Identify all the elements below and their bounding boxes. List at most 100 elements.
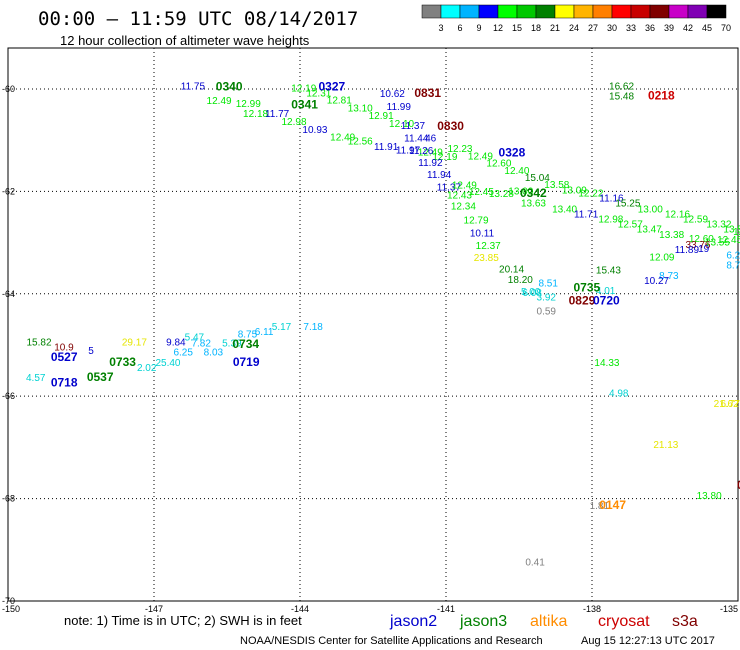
wave-height-value: 12.16 [665,209,690,220]
wave-height-value: 6.77 [720,399,740,410]
y-axis-ticks: -60 -62 -64 -66 -68 -70 [2,84,15,606]
timestamp: Aug 15 12:27:13 UTC 2017 [581,635,715,647]
colorbar-swatch [611,4,632,19]
wave-height-value: 11.77 [265,109,290,120]
wave-height-value: 12.31 [306,89,331,100]
colorbar-label: 24 [569,23,579,33]
wave-height-value: 13.00 [508,186,533,197]
satellite-legend-item: jason3 [459,613,507,630]
wave-height-value: 15.43 [596,266,621,277]
colorbar-swatch [421,4,442,19]
pass-time-label: 0831 [414,86,441,100]
wave-height-value: 12.60 [689,234,714,245]
satellite-legend-item: altika [530,613,567,630]
colorbar-label: 3 [438,23,443,33]
satellite-legend-item: cryosat [598,613,650,630]
colorbar-label: 21 [550,23,560,33]
pass-time-label: 0720 [593,293,620,307]
colorbar-label: 9 [476,23,481,33]
colorbar-label: 6 [457,23,462,33]
colorbar-swatch [459,4,480,19]
wave-height-value: 11.97 [396,145,421,156]
wave-height-value: 12.99 [236,99,261,110]
wave-height-value: 11.71 [574,209,599,220]
wave-height-value: 12.79 [464,216,489,227]
colorbar-swatch [668,4,689,19]
wave-height-value: 16.62 [609,81,634,92]
x-tick-label: -138 [583,604,601,614]
colorbar-swatch [516,4,537,19]
credit-line: NOAA/NESDIS Center for Satellite Applica… [240,635,543,647]
wave-height-value: 12.19 [432,152,457,163]
wave-height-value: 11.92 [418,158,443,169]
wave-height-value: 9.84 [166,337,186,348]
wave-height-value: 13.40 [552,204,577,215]
colorbar-label: 70 [721,23,731,33]
colorbar-label: 45 [702,23,712,33]
wave-height-value: 3.92 [537,292,557,303]
wave-height-value: 12.56 [348,137,373,148]
wave-height-value: 12.49 [330,133,355,144]
colorbar-swatch [554,4,575,19]
wave-height-value: 1.81 [590,501,610,512]
pass-time-label: 0829 [569,293,596,307]
wave-height-value: 12.45 [717,235,740,246]
x-tick-label: -147 [145,604,163,614]
wave-height-value: 11.44 [404,134,429,145]
wave-height-value: 6.25 [173,348,193,359]
wave-height-value: 5 [88,346,94,357]
wave-height-value: 7.18 [303,322,323,333]
wave-height-value: 12.57 [618,220,643,231]
y-tick-label: -70 [2,596,15,606]
colorbar-swatch [497,4,518,19]
wave-height-value: 12.37 [476,241,501,252]
wave-height-value: 8.75 [238,330,258,341]
wave-height-value: 10.93 [302,125,327,136]
footer-note: note: 1) Time is in UTC; 2) SWH is in fe… [64,613,302,628]
wave-height-value: 5.47 [185,332,205,343]
wave-height-value: 12.09 [649,252,674,263]
wave-height-value: 11.94 [427,170,452,181]
wave-height-value: 12.49 [418,147,443,158]
x-tick-label: -135 [720,604,738,614]
wave-height-value: 12.91 [369,111,394,122]
pass-time-label: 0328 [499,145,526,159]
wave-height-value: 12.34 [451,202,476,213]
y-tick-label: -68 [2,494,15,504]
satellite-legend: jason2 jason3 altika cryosat s3a [389,613,698,630]
wave-height-value: 25.40 [155,358,180,369]
wave-height-value: 8.03 [204,348,224,359]
wave-height-value: 46 [425,134,437,145]
wave-height-value: 33.76 [685,240,710,251]
colorbar-label: 30 [607,23,617,33]
wave-height-value: 0.41 [525,558,545,569]
wave-height-value: 8.51 [538,279,558,290]
wave-height-value: 12.81 [327,96,352,107]
x-axis-ticks: -150 -147 -144 -141 -138 -135 [2,604,738,614]
wave-height-value: 5.39 [222,338,242,349]
wave-height-value: 12.98 [282,117,307,128]
wave-height-value: 12.18 [243,109,268,120]
x-tick-label: -141 [437,604,455,614]
y-tick-label: -60 [2,84,15,94]
colorbar-swatch [440,4,461,19]
wave-height-value: 13.38 [659,230,684,241]
colorbar-label: 27 [588,23,598,33]
pass-time-label: 0340 [216,79,243,93]
wave-height-value: 12.45 [469,187,494,198]
wave-height-value: 12.40 [504,166,529,177]
colorbar-swatch [573,4,594,19]
wave-height-value: 19 [698,244,710,255]
wave-height-value: 5.00 [521,287,541,298]
wave-height-value: 13.10 [348,103,373,114]
colorbar-label: 18 [531,23,541,33]
wave-height-value: 18.20 [508,275,533,286]
pass-time-label: 0718 [51,375,78,389]
colorbar-swatch [706,4,727,19]
wave-height-value: 5.17 [272,322,292,333]
pass-time-label: 0537 [87,370,114,384]
colorbar-swatch [592,4,613,19]
wave-height-value: 29.17 [122,337,147,348]
wave-height-value: 12.19 [291,83,316,94]
